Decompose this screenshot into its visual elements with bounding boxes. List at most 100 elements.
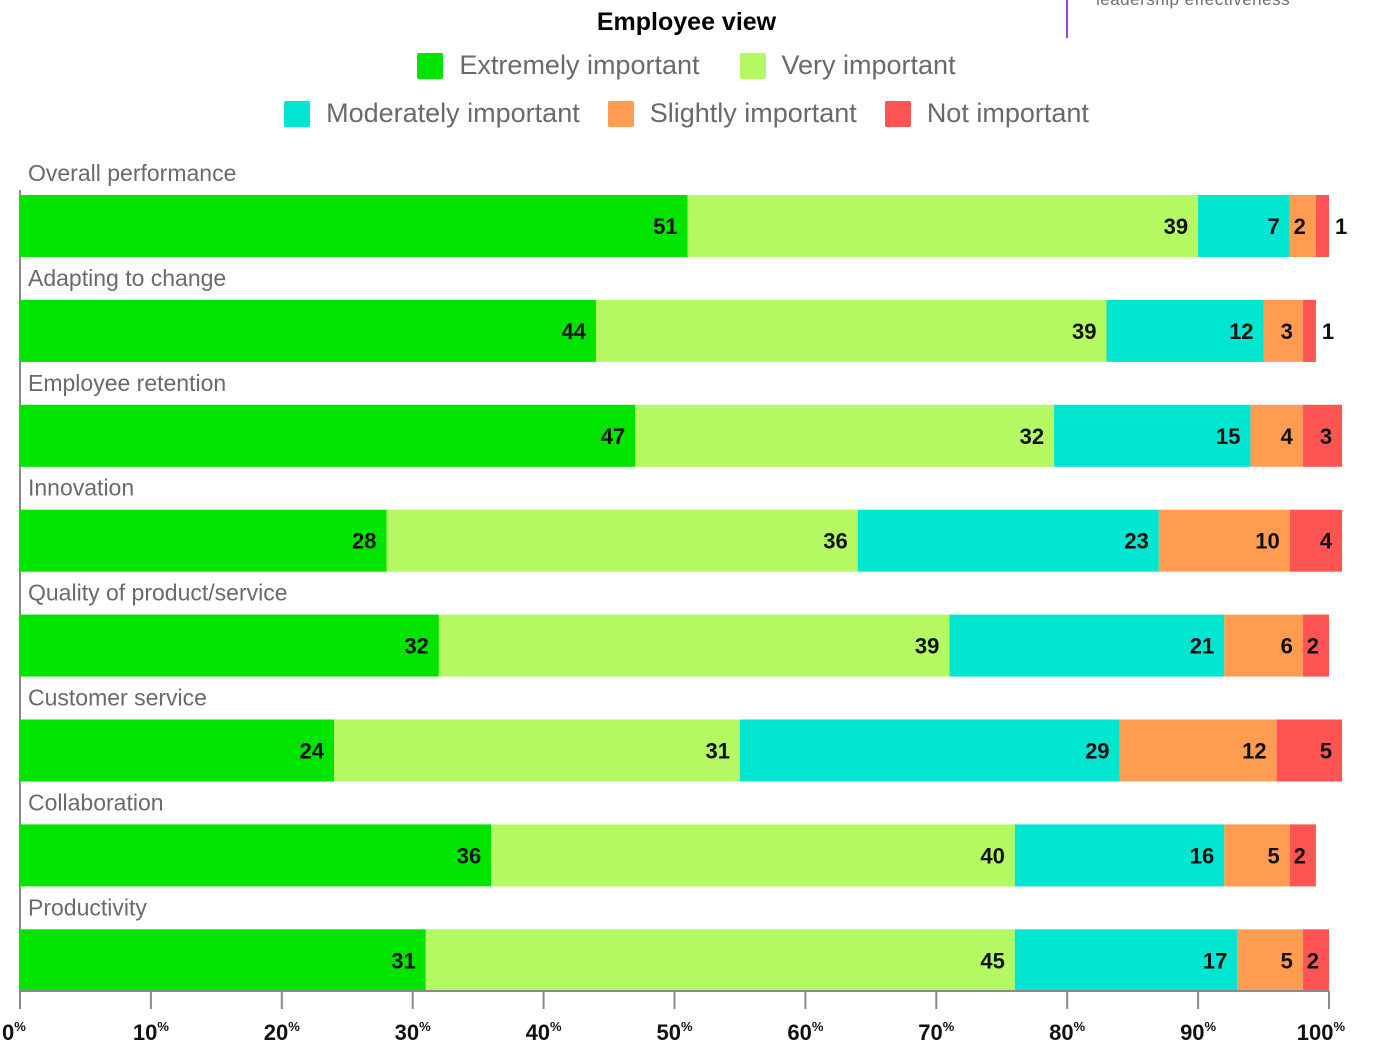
- data-label-collaboration-slightly-important: 5: [1267, 843, 1279, 868]
- bar-adapting-to-change-extremely-important: [20, 299, 596, 362]
- data-label-innovation-slightly-important: 10: [1255, 529, 1279, 554]
- data-label-collaboration-extremely-important: 36: [457, 843, 481, 868]
- data-label-quality-of-product-service-not-important: 2: [1307, 634, 1319, 659]
- bar-collaboration-slightly-important: [1224, 824, 1290, 887]
- data-label-customer-service-not-important: 5: [1320, 739, 1332, 764]
- bar-customer-service-moderately-important: [739, 719, 1120, 782]
- bar-customer-service-very-important: [334, 719, 740, 782]
- corner-note: leadership effectiveness: [1066, 0, 1290, 38]
- data-label-employee-retention-extremely-important: 47: [601, 424, 625, 449]
- bar-quality-of-product-service-extremely-important: [20, 614, 439, 677]
- legend-swatch-very-important: [739, 52, 766, 79]
- bar-quality-of-product-service-slightly-important: [1224, 614, 1303, 677]
- legend-item-extremely-important: Extremely important: [417, 50, 700, 81]
- legend-swatch-slightly-important: [607, 100, 634, 127]
- data-label-overall-performance-slightly-important: 2: [1294, 214, 1306, 239]
- legend-swatch-moderately-important: [284, 100, 311, 127]
- bar-overall-performance-not-important: [1315, 195, 1329, 257]
- data-label-quality-of-product-service-extremely-important: 32: [404, 634, 428, 659]
- legend-item-slightly-important: Slightly important: [607, 98, 857, 129]
- data-label-adapting-to-change-extremely-important: 44: [561, 319, 586, 344]
- data-label-customer-service-very-important: 31: [705, 739, 729, 764]
- data-label-employee-retention-slightly-important: 4: [1281, 424, 1294, 449]
- x-tick-label-100: 100%: [1297, 1019, 1346, 1044]
- bar-collaboration-very-important: [491, 824, 1015, 887]
- data-label-employee-retention-not-important: 3: [1320, 424, 1332, 449]
- bar-customer-service-slightly-important: [1119, 719, 1277, 782]
- bar-employee-retention-slightly-important: [1250, 404, 1303, 467]
- bar-productivity-extremely-important: [20, 929, 426, 992]
- category-label-overall-performance: Overall performance: [28, 160, 236, 186]
- data-label-customer-service-moderately-important: 29: [1085, 739, 1109, 764]
- data-label-adapting-to-change-moderately-important: 12: [1229, 319, 1253, 344]
- bar-customer-service-extremely-important: [20, 719, 335, 782]
- bar-adapting-to-change-not-important: [1302, 299, 1316, 362]
- category-label-productivity: Productivity: [28, 894, 147, 920]
- bar-quality-of-product-service-moderately-important: [949, 614, 1225, 677]
- data-label-overall-performance-extremely-important: 51: [653, 214, 677, 239]
- x-tick-label-20: 20%: [264, 1019, 300, 1044]
- legend-label-moderately-important: Moderately important: [326, 98, 580, 128]
- x-tick-label-50: 50%: [656, 1019, 692, 1044]
- bar-employee-retention-very-important: [635, 404, 1055, 467]
- data-label-customer-service-slightly-important: 12: [1242, 739, 1266, 764]
- category-label-adapting-to-change: Adapting to change: [28, 265, 226, 291]
- data-label-productivity-extremely-important: 31: [391, 948, 415, 973]
- x-tick-label-60: 60%: [787, 1019, 823, 1044]
- x-tick-label-10: 10%: [133, 1019, 169, 1044]
- bar-customer-service-not-important: [1276, 719, 1343, 782]
- bar-innovation-slightly-important: [1158, 509, 1290, 572]
- legend-label-slightly-important: Slightly important: [649, 98, 857, 128]
- bar-employee-retention-moderately-important: [1054, 404, 1251, 467]
- data-label-employee-retention-moderately-important: 15: [1216, 424, 1240, 449]
- data-label-quality-of-product-service-very-important: 39: [915, 634, 939, 659]
- bar-employee-retention-extremely-important: [20, 404, 636, 467]
- data-label-innovation-extremely-important: 28: [352, 529, 376, 554]
- data-label-quality-of-product-service-slightly-important: 6: [1281, 634, 1293, 659]
- category-label-quality-of-product-service: Quality of product/service: [28, 580, 288, 606]
- data-label-productivity-slightly-important: 5: [1281, 948, 1293, 973]
- bar-quality-of-product-service-not-important: [1302, 614, 1329, 677]
- data-label-employee-retention-very-important: 32: [1020, 424, 1044, 449]
- bar-overall-performance-very-important: [687, 195, 1199, 257]
- data-label-quality-of-product-service-moderately-important: 21: [1190, 634, 1214, 659]
- category-label-collaboration: Collaboration: [28, 789, 164, 815]
- bar-productivity-not-important: [1302, 929, 1329, 992]
- legend-label-extremely-important: Extremely important: [459, 50, 700, 80]
- bar-adapting-to-change-moderately-important: [1106, 299, 1264, 362]
- bar-overall-performance-slightly-important: [1289, 195, 1316, 257]
- data-label-overall-performance-very-important: 39: [1164, 214, 1188, 239]
- legend-item-moderately-important: Moderately important: [284, 98, 580, 129]
- bar-innovation-extremely-important: [20, 509, 387, 572]
- x-tick-label-30: 30%: [395, 1019, 431, 1044]
- bar-overall-performance-moderately-important: [1198, 195, 1290, 257]
- x-tick-label-40: 40%: [526, 1019, 562, 1044]
- chart-title: Employee view: [596, 8, 777, 36]
- x-tick-label-70: 70%: [918, 1019, 954, 1044]
- bar-innovation-moderately-important: [857, 509, 1159, 572]
- data-label-overall-performance-not-important: 1: [1335, 214, 1347, 239]
- legend-swatch-not-important: [884, 100, 911, 127]
- bar-collaboration-extremely-important: [20, 824, 492, 887]
- data-label-collaboration-not-important: 2: [1294, 843, 1306, 868]
- bar-collaboration-moderately-important: [1014, 824, 1225, 887]
- bar-productivity-slightly-important: [1237, 929, 1303, 992]
- bar-productivity-very-important: [425, 929, 1015, 992]
- bar-quality-of-product-service-very-important: [438, 614, 950, 677]
- bar-overall-performance-extremely-important: [20, 195, 688, 257]
- bar-innovation-not-important: [1289, 509, 1343, 572]
- legend-row-2: Moderately important Slightly important …: [0, 98, 1373, 129]
- legend-item-not-important: Not important: [884, 98, 1089, 129]
- legend-swatch-extremely-important: [417, 52, 444, 79]
- data-label-innovation-moderately-important: 23: [1124, 529, 1148, 554]
- data-label-customer-service-extremely-important: 24: [300, 739, 325, 764]
- data-label-productivity-not-important: 2: [1307, 948, 1319, 973]
- data-label-innovation-not-important: 4: [1320, 529, 1333, 554]
- data-label-productivity-moderately-important: 17: [1203, 948, 1227, 973]
- data-label-innovation-very-important: 36: [823, 529, 847, 554]
- legend-row-1: Extremely important Very important: [0, 50, 1373, 81]
- data-label-adapting-to-change-very-important: 39: [1072, 319, 1096, 344]
- category-label-innovation: Innovation: [28, 475, 134, 501]
- data-label-overall-performance-moderately-important: 7: [1267, 214, 1279, 239]
